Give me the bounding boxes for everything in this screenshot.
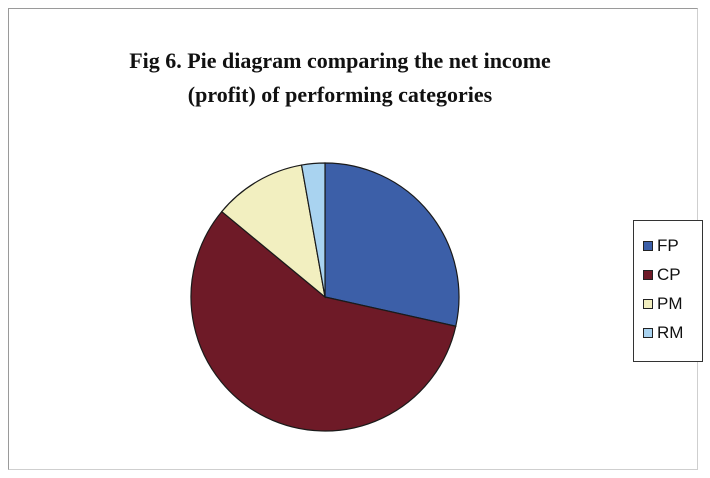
- pie-slice-fp: [324, 162, 460, 327]
- legend-swatch-cp: [643, 269, 653, 280]
- legend-swatch-fp: [643, 240, 653, 251]
- chart-title: Fig 6. Pie diagram comparing the net inc…: [129, 48, 551, 107]
- legend-item-pm: PM: [634, 289, 702, 318]
- legend-label-fp: FP: [657, 235, 679, 255]
- pie-slice-pm: [220, 164, 326, 299]
- legend-swatch-pm: [643, 298, 653, 309]
- legend-item-fp: FP: [634, 231, 702, 260]
- legend-swatch-rm: [643, 327, 653, 338]
- chart-legend: FP CP PM RM: [633, 220, 703, 362]
- legend-item-rm: RM: [634, 318, 702, 347]
- pie-slice-rm: [300, 162, 326, 298]
- legend-label-rm: RM: [657, 322, 684, 342]
- legend-label-cp: CP: [657, 264, 681, 284]
- legend-item-cp: CP: [634, 260, 702, 289]
- pie-slice-cp: [190, 210, 457, 432]
- legend-label-pm: PM: [657, 293, 683, 313]
